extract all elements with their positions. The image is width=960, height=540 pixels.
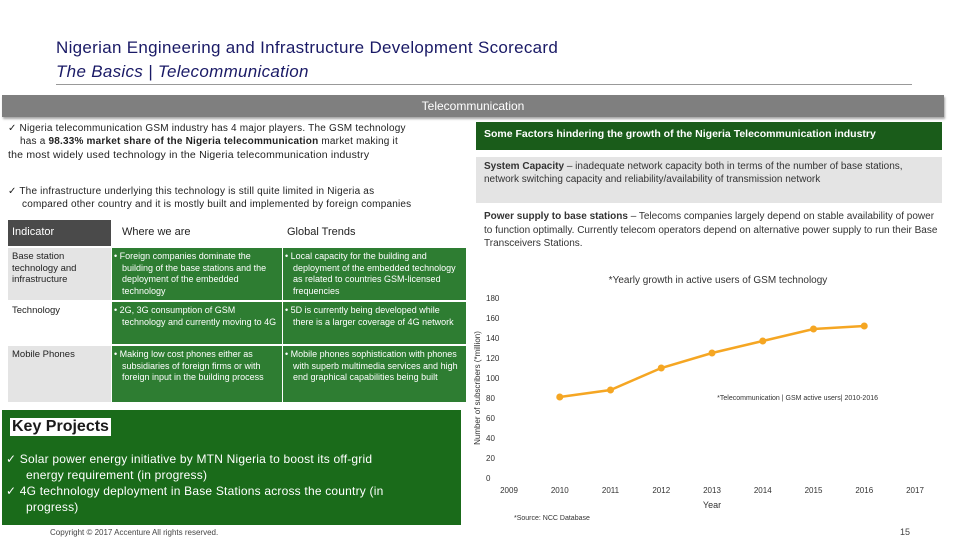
series-line	[559, 324, 865, 399]
where-cell: • Foreign companies dominate the buildin…	[112, 248, 282, 300]
key-project-item: progress)	[26, 500, 79, 514]
data-point	[810, 325, 817, 333]
page-number: 15	[900, 527, 911, 537]
y-tick-label: 60	[486, 414, 495, 423]
gsm-growth-chart: *Yearly growth in active users of GSM te…	[466, 265, 960, 530]
factor-highlight-box	[476, 157, 942, 203]
section-bar: Telecommunication	[2, 95, 944, 117]
data-point	[657, 364, 665, 372]
x-tick-label: 2011	[602, 486, 620, 495]
x-tick-label: 2009	[500, 486, 518, 495]
chart-svg: *Yearly growth in active users of GSM te…	[473, 275, 924, 522]
key-projects-title: Key Projects	[10, 418, 111, 436]
y-axis-label: Number of subscribers (*million)	[473, 331, 482, 445]
trend-cell: • Local capacity for the building and de…	[283, 248, 466, 300]
table-row: Base station technology and infrastructu…	[8, 248, 466, 300]
table-header-indicator: Indicator	[8, 220, 111, 246]
data-point	[860, 322, 868, 330]
table-header-row: Indicator Where we are Global Trends	[8, 220, 466, 246]
where-cell: • 2G, 3G consumption of GSM technology a…	[112, 302, 282, 344]
table-header-where: Where we are	[112, 220, 282, 246]
x-tick-label: 2012	[652, 486, 670, 495]
y-tick-label: 20	[486, 454, 495, 463]
x-tick-label: 2016	[855, 486, 873, 495]
chart-title: *Yearly growth in active users of GSM te…	[609, 275, 828, 286]
title-divider	[56, 84, 912, 85]
intro-line-4: ✓ The infrastructure underlying this tec…	[8, 186, 375, 197]
y-tick-label: 40	[486, 434, 495, 443]
factor-power-supply: Power supply to base stations – Telecoms…	[484, 211, 938, 249]
key-project-item: energy requirement (in progress)	[26, 468, 208, 482]
page-subtitle: The Basics | Telecommunication	[56, 62, 309, 81]
trend-cell: • 5D is currently being developed while …	[283, 302, 466, 344]
key-project-item: ✓ 4G technology deployment in Base Stati…	[6, 484, 384, 498]
x-tick-label: 2013	[703, 486, 721, 495]
intro-line-5: compared other country and it is mostly …	[22, 199, 412, 210]
indicator-cell: Base station technology and infrastructu…	[8, 248, 111, 300]
indicator-cell: Mobile Phones	[8, 346, 111, 402]
copyright-text: Copyright © 2017 Accenture All rights re…	[50, 528, 219, 537]
intro-line-1: ✓ Nigeria telecommunication GSM industry…	[8, 123, 406, 134]
legend-label: *Telecommunication | GSM active users| 2…	[717, 395, 878, 402]
trend-cell: • Mobile phones sophistication with phon…	[283, 346, 466, 402]
y-tick-label: 80	[486, 394, 495, 403]
x-tick-label: 2015	[805, 486, 823, 495]
factors-header: Some Factors hindering the growth of the…	[476, 122, 942, 150]
table-row: Mobile Phones • Making low cost phones e…	[8, 346, 466, 402]
intro-line-3: the most widely used technology in the N…	[8, 149, 370, 161]
factor-system-capacity: System Capacity – inadequate network cap…	[484, 161, 903, 185]
table-header-trends: Global Trends	[283, 220, 466, 246]
y-tick-label: 120	[486, 354, 500, 363]
y-tick-label: 160	[486, 314, 500, 323]
indicator-cell: Technology	[8, 302, 111, 344]
data-point	[607, 386, 614, 394]
data-point	[708, 349, 716, 357]
y-tick-label: 140	[486, 334, 500, 343]
intro-line-2: has a 98.33% market share of the Nigeria…	[20, 136, 398, 147]
y-tick-label: 100	[486, 374, 500, 383]
where-cell: • Making low cost phones either as subsi…	[112, 346, 282, 402]
x-tick-label: 2010	[551, 486, 569, 495]
chart-source: *Source: NCC Database	[514, 515, 590, 522]
data-point	[556, 393, 564, 401]
y-tick-label: 180	[486, 294, 500, 303]
x-axis-label: Year	[703, 500, 721, 510]
table-row: Technology • 2G, 3G consumption of GSM t…	[8, 302, 466, 344]
x-tick-label: 2017	[906, 486, 924, 495]
page-title: Nigerian Engineering and Infrastructure …	[56, 38, 559, 57]
y-tick-label: 0	[486, 474, 491, 483]
data-point	[759, 337, 767, 345]
key-project-item: ✓ Solar power energy initiative by MTN N…	[6, 452, 373, 466]
x-tick-label: 2014	[754, 486, 772, 495]
